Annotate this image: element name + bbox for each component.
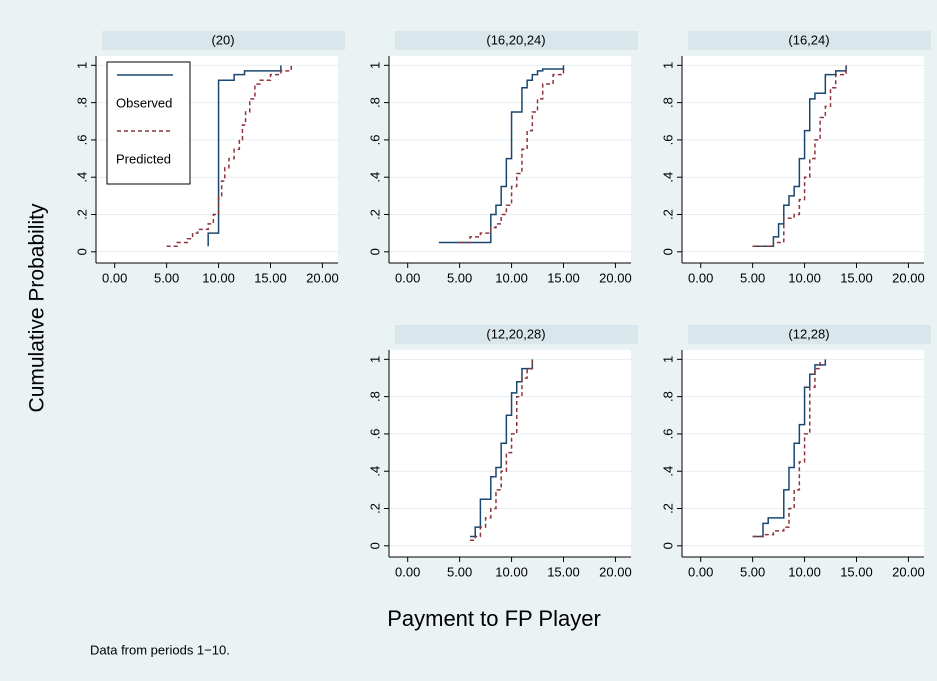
x-tick-label: 0.00: [395, 270, 420, 285]
panel-title: (16,20,24): [486, 32, 545, 47]
y-tick-label: .6: [367, 134, 382, 145]
x-tick-label: 20.00: [599, 270, 632, 285]
x-tick-label: 20.00: [892, 564, 925, 579]
x-tick-label: 20.00: [892, 270, 925, 285]
y-tick-label: .4: [660, 172, 675, 183]
y-tick-label: .6: [367, 428, 382, 439]
x-tick-label: 20.00: [306, 270, 339, 285]
x-tick-label: 10.00: [202, 270, 235, 285]
y-tick-label: .6: [660, 134, 675, 145]
y-tick-label: 1: [367, 356, 382, 363]
y-tick-label: .8: [660, 391, 675, 402]
plot-area: [682, 350, 924, 557]
y-tick-label: 1: [660, 62, 675, 69]
x-tick-label: 10.00: [495, 564, 528, 579]
y-tick-label: .4: [367, 466, 382, 477]
y-tick-label: .8: [74, 97, 89, 108]
y-tick-label: 0: [367, 248, 382, 255]
panel-title: (16,24): [788, 32, 829, 47]
x-tick-label: 0.00: [395, 564, 420, 579]
plot-area: [682, 56, 924, 263]
x-tick-label: 20.00: [599, 564, 632, 579]
panel-header: [688, 325, 931, 344]
y-tick-label: .2: [74, 209, 89, 220]
cdf-line: [459, 65, 565, 244]
y-tick-label: 1: [660, 356, 675, 363]
x-tick-label: 15.00: [840, 564, 873, 579]
cdf-line: [438, 65, 565, 244]
plot-area: [389, 350, 631, 557]
x-tick-label: 15.00: [840, 270, 873, 285]
cdf-line: [207, 65, 282, 247]
x-tick-label: 15.00: [547, 270, 580, 285]
cdf-line: [470, 359, 534, 541]
x-tick-label: 5.00: [154, 270, 179, 285]
panel-title: (12,20,28): [486, 326, 545, 341]
cdf-line: [752, 359, 827, 538]
x-axis-label: Payment to FP Player: [387, 606, 601, 631]
y-tick-label: 0: [660, 248, 675, 255]
y-tick-label: .6: [660, 428, 675, 439]
legend-box: [106, 61, 191, 185]
x-tick-label: 10.00: [788, 564, 821, 579]
y-tick-label: .4: [74, 172, 89, 183]
cdf-line: [166, 65, 293, 247]
cdf-line: [752, 359, 821, 538]
x-tick-label: 0.00: [688, 564, 713, 579]
y-tick-label: .8: [367, 97, 382, 108]
y-tick-label: .2: [367, 209, 382, 220]
cdf-line: [470, 359, 534, 538]
panel-header: [395, 325, 638, 344]
panel-title: (20): [211, 32, 234, 47]
y-tick-label: 1: [74, 62, 89, 69]
y-tick-label: .4: [367, 172, 382, 183]
x-tick-label: 5.00: [447, 564, 472, 579]
legend-label: Predicted: [116, 151, 171, 166]
x-tick-label: 5.00: [740, 564, 765, 579]
x-tick-label: 10.00: [788, 270, 821, 285]
y-tick-label: 0: [74, 248, 89, 255]
y-axis-label: Cumulative Probability: [26, 203, 49, 412]
x-tick-label: 15.00: [547, 564, 580, 579]
x-tick-label: 5.00: [447, 270, 472, 285]
y-tick-label: .4: [660, 466, 675, 477]
y-tick-label: 1: [367, 62, 382, 69]
y-tick-label: .2: [660, 503, 675, 514]
panel-title: (12,28): [788, 326, 829, 341]
y-tick-label: .8: [367, 391, 382, 402]
panel-header: [102, 31, 345, 50]
y-tick-label: .6: [74, 134, 89, 145]
x-tick-label: 15.00: [254, 270, 287, 285]
x-tick-label: 0.00: [102, 270, 127, 285]
cdf-line: [752, 65, 847, 247]
y-tick-label: 0: [367, 542, 382, 549]
y-tick-label: .2: [367, 503, 382, 514]
legend-label: Observed: [116, 95, 172, 110]
y-tick-label: 0: [660, 542, 675, 549]
panel-header: [688, 31, 931, 50]
panel-header: [395, 31, 638, 50]
x-tick-label: 0.00: [688, 270, 713, 285]
y-tick-label: .8: [660, 97, 675, 108]
cdf-line: [752, 65, 847, 247]
x-tick-label: 10.00: [495, 270, 528, 285]
y-tick-label: .2: [660, 209, 675, 220]
plot-area: [389, 56, 631, 263]
note: Data from periods 1−10.: [90, 642, 230, 657]
x-tick-label: 5.00: [740, 270, 765, 285]
